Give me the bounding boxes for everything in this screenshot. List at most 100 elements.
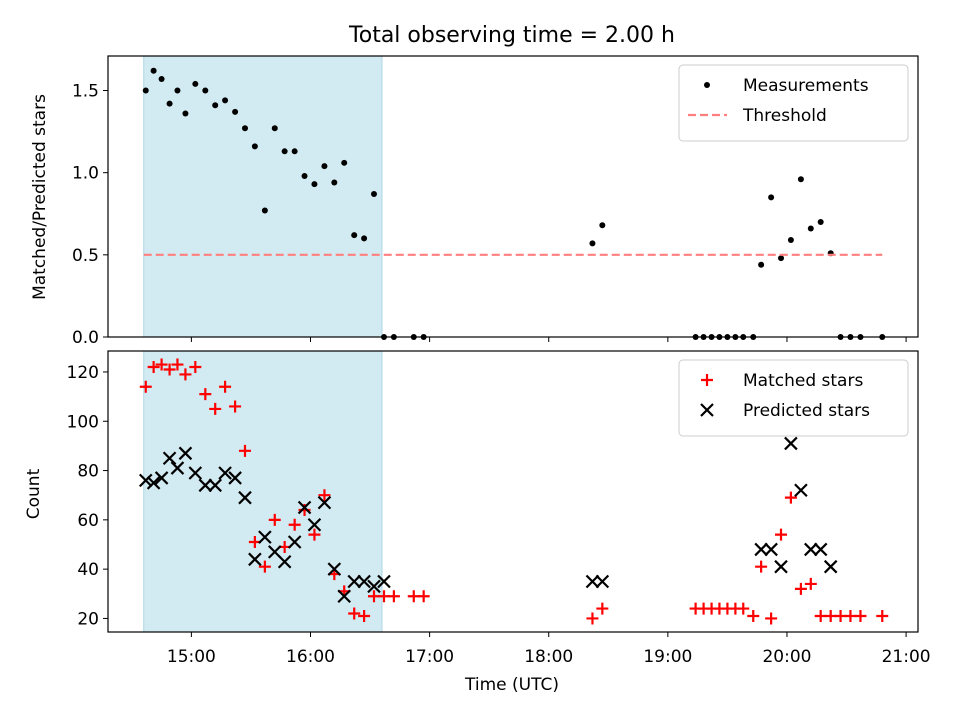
predicted-star-point <box>317 495 332 510</box>
measurement-point <box>212 102 219 109</box>
axes-frame <box>107 55 919 338</box>
top-ylabel-group: Matched/Predicted stars <box>30 94 50 300</box>
predicted-star-point <box>377 574 391 589</box>
bottom-panel: Count Time (UTC) 20 40 60 80 100 120 15:00 16:0… <box>24 350 931 695</box>
x-tick-label: 16:00 <box>286 647 335 667</box>
x-tick-label: 20:00 <box>762 647 811 667</box>
predicted-star-point <box>804 542 818 557</box>
y-tick-label: 60 <box>77 511 99 531</box>
matched-star-point <box>784 491 797 504</box>
matched-star-point <box>163 363 176 376</box>
matched-star-point <box>268 513 281 526</box>
measurement-point <box>778 255 785 262</box>
predicted-star-point <box>595 574 610 589</box>
predicted-star-point <box>784 436 798 451</box>
x-tick-label: 21:00 <box>882 647 931 667</box>
measurement-point <box>174 87 181 94</box>
matched-star-point <box>189 361 202 374</box>
measurement-point <box>301 172 308 179</box>
predicted-star-point <box>146 476 161 490</box>
predicted-star-point <box>327 562 342 576</box>
measurement-point <box>281 148 288 155</box>
predicted-star-point <box>347 574 361 589</box>
predicted-star-point <box>287 535 302 549</box>
y-tick-label: 20 <box>77 609 99 629</box>
axes-frame <box>107 350 919 633</box>
legend: Measurements Threshold <box>678 64 909 142</box>
predicted-star-point <box>188 466 203 480</box>
predicted-star-point <box>138 473 153 488</box>
measurement-point <box>261 207 268 214</box>
legend-label: Measurements <box>743 76 869 96</box>
predicted-star-point <box>208 478 222 493</box>
measurement-point <box>271 125 278 132</box>
x-axis-label: Time (UTC) <box>464 675 559 695</box>
measurement-point <box>817 218 824 225</box>
matched-star-point <box>229 400 242 413</box>
y-tick-label: 40 <box>77 560 99 580</box>
measurement-point <box>807 225 814 232</box>
predicted-star-point <box>277 554 292 569</box>
legend-predicted-swatch <box>700 403 714 417</box>
shaded-interval <box>143 350 383 633</box>
predicted-star-point <box>357 574 371 589</box>
measurement-point <box>341 159 348 166</box>
y-tick-label: 0.0 <box>72 328 99 348</box>
measurement-point <box>589 240 596 247</box>
predicted-star-point <box>585 574 600 589</box>
matched-star-point <box>308 528 321 541</box>
predicted-star-point <box>258 530 272 544</box>
matched-star-point <box>318 489 331 502</box>
predicted-star-point <box>178 446 193 461</box>
predicted-star-point <box>774 559 788 574</box>
bottom-ylabel-group: Count <box>24 468 44 519</box>
measurement-point <box>768 194 775 201</box>
measurement-point <box>192 80 199 87</box>
matched-star-point <box>219 380 232 393</box>
legend-label: Predicted stars <box>743 401 870 421</box>
measurement-point <box>232 108 239 115</box>
legend-box <box>678 359 909 437</box>
matched-star-point <box>358 609 371 622</box>
chart-title: Total observing time = 2.00 h <box>348 23 675 48</box>
matched-star-point <box>737 602 750 615</box>
y-tick-label: 120 <box>67 363 99 383</box>
matched-star-point <box>765 612 778 625</box>
measurement-point <box>142 87 149 94</box>
top-panel: Matched/Predicted stars 0.0 0.5 1.0 1.5 Meas… <box>30 55 919 348</box>
matched-star-point <box>854 609 867 622</box>
y-tick-label: 100 <box>67 412 99 432</box>
measurement-point <box>361 235 368 242</box>
measurement-point <box>291 148 298 155</box>
predicted-star-point <box>813 542 828 557</box>
top-y-axis-label: Matched/Predicted stars <box>30 94 50 300</box>
shaded-interval <box>143 55 383 338</box>
measurement-point <box>758 261 765 268</box>
predicted-star-point <box>754 542 768 557</box>
measurement-point <box>311 181 318 188</box>
matched-star-point <box>367 590 380 603</box>
legend-box <box>678 64 909 142</box>
predicted-star-point <box>198 478 213 493</box>
matched-star-point <box>155 358 168 371</box>
matched-star-point <box>139 380 152 393</box>
measurement-point <box>599 222 606 229</box>
matched-star-point <box>199 388 212 401</box>
y-tick-label: 1.0 <box>72 164 99 184</box>
measurement-point <box>797 176 804 183</box>
matched-star-point <box>844 609 857 622</box>
measurement-point <box>166 100 173 107</box>
measurement-point <box>370 191 377 198</box>
predicted-star-point <box>307 517 322 532</box>
matched-star-point <box>238 444 251 457</box>
y-tick-label: 1.5 <box>72 82 99 102</box>
measurement-point <box>222 97 229 104</box>
measurement-point <box>158 76 165 83</box>
bottom-y-axis-label: Count <box>24 468 44 519</box>
measurement-point <box>787 237 794 244</box>
measurement-point <box>321 163 328 170</box>
predicted-star-point <box>794 483 808 498</box>
legend-matched-swatch <box>701 374 713 386</box>
legend: Matched stars Predicted stars <box>678 359 909 437</box>
